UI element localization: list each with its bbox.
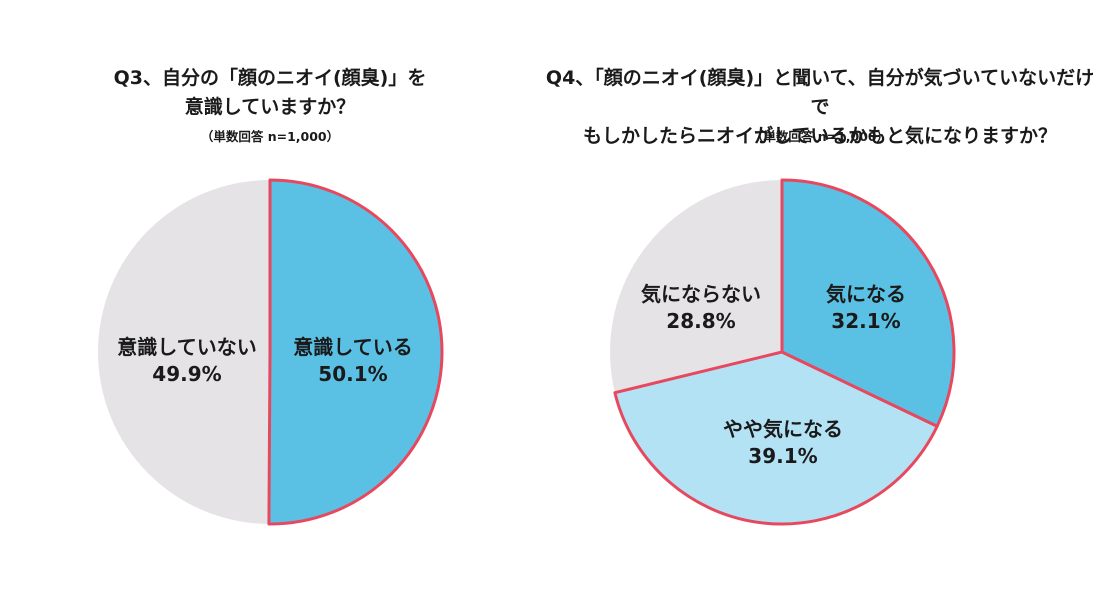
chart-title: Q3、自分の「顔のニオイ(顔臭)」を 意識していますか？ [0, 64, 540, 122]
pie-slice-1 [267, 178, 444, 526]
slice-value-1: 32.1% [831, 309, 900, 333]
slice-value-2: 49.9% [152, 362, 221, 386]
chart-q4: Q4、「顔のニオイ(顔臭)」と聞いて、自分が気づいていないだけで もしかしたらニ… [540, 0, 1100, 600]
chart-title-line-2: 意識していますか？ [184, 96, 356, 118]
pie-slice-2 [613, 350, 939, 526]
slice-value-3: 28.8% [666, 309, 735, 333]
chart-title-line-1: Q4、「顔のニオイ(顔臭)」と聞いて、自分が気づいていないだけで [545, 67, 1095, 118]
chart-title-line-2: もしかしたらニオイがしているかもと気になりますか？ [582, 125, 1058, 147]
chart-subtitle: （単数回答 n=1,000） [200, 129, 340, 144]
slice-value-1: 50.1% [318, 362, 387, 386]
chart-title: Q4、「顔のニオイ(顔臭)」と聞いて、自分が気づいていないだけで もしかしたらニ… [540, 64, 1100, 151]
pie-chart-q4: 気になる 32.1% やや気になる 39.1% 気にならない 28.8% [610, 178, 956, 526]
pie-slice-2 [98, 180, 270, 524]
slice-label-2: 意識していない [117, 335, 256, 359]
chart-subtitle: （単数回答 n=1,000） [750, 129, 890, 144]
slice-label-1: 意識している [293, 335, 412, 359]
pie-chart-q3: 意識している 50.1% 意識していない 49.9% [98, 178, 444, 526]
pie-slice-1 [780, 178, 956, 428]
slice-label-3: 気にならない [641, 282, 761, 306]
pie-slice-3 [610, 180, 782, 393]
slice-label-1: 気になる [826, 282, 906, 306]
slice-label-2: やや気になる [723, 417, 843, 441]
chart-title-line-1: Q3、自分の「顔のニオイ(顔臭)」を [113, 67, 427, 89]
slice-value-2: 39.1% [748, 444, 817, 468]
chart-q3: Q3、自分の「顔のニオイ(顔臭)」を 意識していますか？ （単数回答 n=1,0… [0, 0, 540, 600]
